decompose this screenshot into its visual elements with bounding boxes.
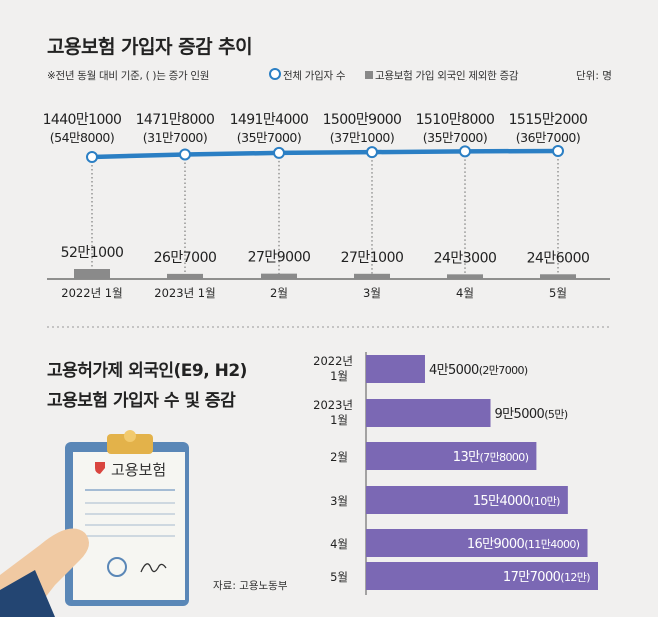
bar-increase: (10만) [530, 495, 560, 508]
y-tick-label: 1월 [330, 413, 348, 427]
bar-increase: (12만) [560, 571, 590, 584]
increase-label: (54만8000) [50, 130, 114, 145]
legend-excl-label: 고용보험 가입 외국인 제외한 증감 [375, 70, 519, 82]
total-label: 1491만4000 [230, 112, 309, 128]
x-tick-label: 5월 [549, 286, 567, 300]
bar-value: 13만 [453, 450, 480, 465]
foreign-bar [366, 355, 425, 383]
excl-bar [447, 274, 483, 279]
foreign-bar-label: 4만5000(2만7000) [429, 363, 528, 378]
legend-total: 전체 가입자 수 [269, 68, 346, 83]
increase-label: (37만1000) [330, 130, 394, 145]
excl-bar [261, 273, 297, 279]
excl-bar-label: 52만1000 [61, 245, 124, 261]
bar-increase: (2만7000) [479, 364, 528, 377]
foreign-bar-label: 9만5000(5만) [495, 407, 568, 422]
increase-label: (35만7000) [423, 130, 487, 145]
excl-bar [74, 269, 110, 279]
bar-increase: (7만8000) [479, 451, 528, 464]
increase-label: (35만7000) [237, 130, 301, 145]
excl-bar [540, 274, 576, 279]
bar-value: 16만9000 [467, 537, 525, 552]
source-label: 자료: 고용노동부 [213, 580, 288, 592]
total-point [459, 145, 471, 158]
total-label: 1510만8000 [416, 112, 495, 128]
clipboard-clip [107, 434, 153, 454]
bottom-chart: 4만5000(2만7000)2022년1월9만5000(5만)2023년1월13… [313, 352, 598, 595]
bar-value: 4만5000 [429, 363, 479, 378]
total-point [366, 146, 378, 159]
stamp-icon [107, 557, 127, 577]
clipboard-illustration: 고용보험 [0, 430, 189, 617]
bottom-chart-title-line1: 고용허가제 외국인(E9, H2) [47, 361, 247, 381]
x-tick-label: 4월 [456, 286, 474, 300]
bar-value: 17만7000 [503, 570, 561, 585]
total-point [273, 146, 285, 159]
bar-value: 9만5000 [495, 407, 545, 422]
increase-label: (31만7000) [143, 130, 207, 145]
bar-increase: (11만4000) [524, 538, 580, 551]
clipboard-paper [73, 452, 185, 600]
foreign-bar [366, 399, 491, 427]
y-tick-label: 3월 [330, 494, 348, 508]
legend-excluding-foreign: 고용보험 가입 외국인 제외한 증감 [365, 68, 519, 83]
foreign-bar [366, 562, 598, 590]
bottom-chart-title-line2: 고용보험 가입자 수 및 증감 [47, 391, 236, 411]
y-tick-label: 1월 [330, 369, 348, 383]
total-label: 1471만8000 [136, 112, 215, 128]
x-tick-label: 2월 [270, 286, 288, 300]
y-tick-label: 4월 [330, 537, 348, 551]
foreign-bar [366, 486, 568, 514]
total-point [179, 148, 191, 161]
foreign-bar [366, 529, 588, 557]
excl-bar-label: 26만7000 [154, 250, 217, 266]
y-tick-label: 5월 [330, 570, 348, 584]
top-chart-note: ※전년 동월 대비 기준, ( )는 증가 인원 [47, 70, 210, 82]
x-tick-label: 2022년 1월 [61, 286, 122, 300]
bar-value: 15만4000 [473, 494, 531, 509]
y-tick-label: 2023년 [313, 398, 353, 412]
total-line [91, 148, 559, 160]
foreign-bar-label: 13만(7만8000) [453, 450, 529, 465]
total-point [86, 151, 98, 163]
total-point [552, 145, 564, 157]
total-label: 1500만9000 [323, 112, 402, 128]
top-chart-title: 고용보험 가입자 증감 추이 [47, 36, 253, 58]
foreign-bar-label: 15만4000(10만) [473, 494, 560, 509]
foreign-bar [366, 442, 537, 470]
insurance-logo-icon [95, 462, 105, 474]
legend-total-label: 전체 가입자 수 [283, 70, 346, 82]
excl-bar-label: 24만3000 [434, 250, 497, 266]
x-tick-label: 3월 [363, 286, 381, 300]
circle-marker-icon [269, 68, 281, 80]
sleeve-icon [0, 570, 55, 617]
total-label: 1440만1000 [43, 112, 122, 128]
x-tick-label: 2023년 1월 [154, 286, 215, 300]
total-label: 1515만2000 [509, 112, 588, 128]
clipboard-clip-hole [124, 430, 136, 442]
bar-increase: (5만) [544, 408, 568, 421]
square-marker-icon [365, 71, 373, 79]
excl-bar-label: 24만6000 [527, 250, 590, 266]
signature-icon [140, 563, 167, 573]
y-tick-label: 2월 [330, 450, 348, 464]
top-chart: 52만1000 26만7000 27만9000 27만1000 24만3000 24만60… [43, 112, 590, 300]
increase-label: (36만7000) [516, 130, 580, 145]
foreign-bar-label: 16만9000(11만4000) [467, 537, 580, 552]
clipboard-label: 고용보험 [111, 461, 166, 479]
excl-bar [354, 273, 390, 279]
excl-bar-label: 27만1000 [341, 250, 404, 266]
foreign-bar-label: 17만7000(12만) [503, 570, 590, 585]
y-tick-label: 2022년 [313, 354, 353, 368]
excl-bar [167, 273, 203, 279]
excl-bar-label: 27만9000 [248, 250, 311, 266]
unit-label: 단위: 명 [576, 70, 612, 82]
